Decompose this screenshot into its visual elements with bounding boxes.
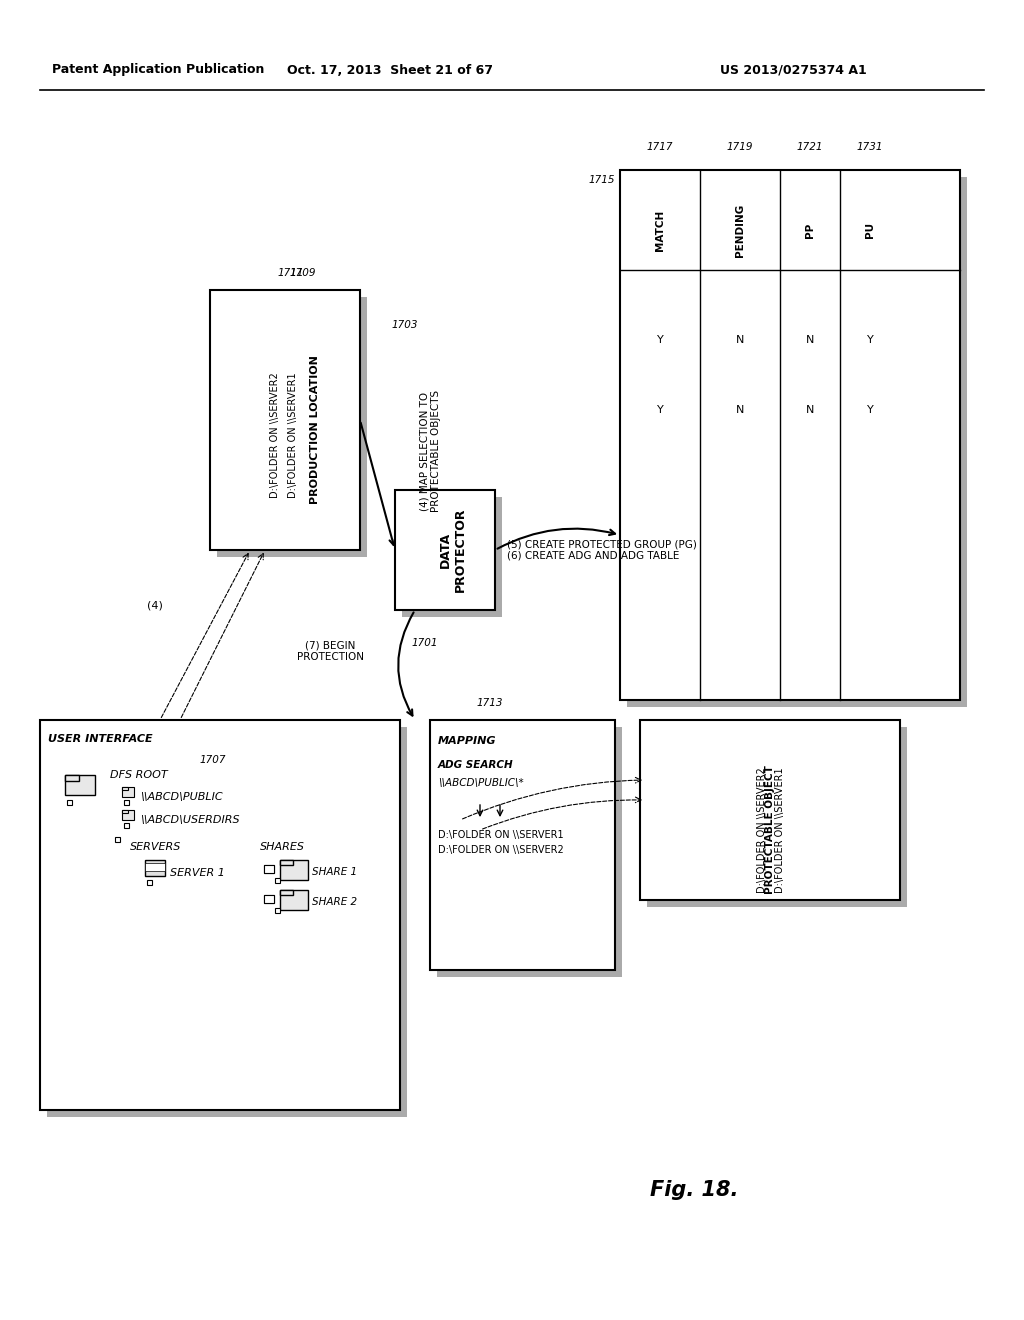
Text: (4): (4) [147, 601, 163, 610]
Bar [437, 727, 622, 977]
Text: 1713: 1713 [477, 698, 503, 708]
Text: D:\FOLDER ON \\SERVER2: D:\FOLDER ON \\SERVER2 [438, 845, 564, 855]
Bar [40, 719, 400, 1110]
Text: 1717: 1717 [647, 143, 673, 152]
Bar [47, 727, 407, 1117]
Bar [395, 490, 495, 610]
Bar [280, 861, 293, 865]
Bar [280, 890, 293, 895]
Text: US 2013/0275374 A1: US 2013/0275374 A1 [720, 63, 866, 77]
Text: Y: Y [656, 335, 664, 345]
Text: \\ABCD\USERDIRS: \\ABCD\USERDIRS [140, 814, 240, 825]
Text: 1715: 1715 [589, 176, 615, 185]
Text: PU: PU [865, 222, 874, 238]
Text: (4) MAP SELECTION TO
PROTECTABLE OBJECTS: (4) MAP SELECTION TO PROTECTABLE OBJECTS [419, 389, 440, 512]
Text: N: N [736, 335, 744, 345]
Text: MAPPING: MAPPING [438, 737, 497, 746]
Bar [430, 719, 615, 970]
Text: DATA
PROTECTOR: DATA PROTECTOR [439, 508, 467, 593]
Text: (7) BEGIN
PROTECTION: (7) BEGIN PROTECTION [297, 640, 364, 661]
Text: \\ABCD\PUBLIC: \\ABCD\PUBLIC [140, 792, 222, 803]
Text: Oct. 17, 2013  Sheet 21 of 67: Oct. 17, 2013 Sheet 21 of 67 [287, 63, 493, 77]
Text: SERVER 1: SERVER 1 [170, 869, 225, 878]
Bar [122, 810, 128, 813]
Bar [264, 865, 274, 873]
Bar [65, 775, 95, 795]
Text: Patent Application Publication: Patent Application Publication [52, 63, 264, 77]
Text: \\ABCD\PUBLIC\*: \\ABCD\PUBLIC\* [438, 777, 523, 788]
Bar [145, 863, 165, 871]
Text: 1707: 1707 [200, 755, 226, 766]
Bar [620, 170, 961, 700]
Text: 1703: 1703 [392, 319, 418, 330]
Bar [210, 290, 360, 550]
Bar [124, 822, 129, 828]
Text: Y: Y [866, 335, 873, 345]
Bar [402, 498, 502, 616]
Text: 1701: 1701 [412, 638, 438, 648]
Bar [122, 810, 134, 820]
Bar [145, 861, 165, 876]
Bar [147, 880, 152, 884]
Text: SHARES: SHARES [260, 842, 305, 851]
Bar [122, 787, 128, 789]
Text: N: N [806, 405, 814, 414]
Bar [280, 890, 308, 909]
Bar [280, 861, 308, 880]
Text: DFS ROOT: DFS ROOT [110, 770, 168, 780]
Bar [264, 895, 274, 903]
Bar [115, 837, 120, 842]
Text: SHARE 1: SHARE 1 [312, 867, 357, 876]
Text: ADG SEARCH: ADG SEARCH [438, 760, 514, 770]
Text: 1721: 1721 [797, 143, 823, 152]
Bar [217, 297, 367, 557]
Text: N: N [736, 405, 744, 414]
Text: D:\FOLDER ON \\SERVER1: D:\FOLDER ON \\SERVER1 [775, 767, 785, 892]
Text: 1711: 1711 [278, 268, 304, 279]
Text: Y: Y [656, 405, 664, 414]
Text: (5) CREATE PROTECTED GROUP (PG)
(6) CREATE ADG AND ADG TABLE: (5) CREATE PROTECTED GROUP (PG) (6) CREA… [507, 539, 697, 561]
Bar [122, 787, 134, 797]
Text: Fig. 18.: Fig. 18. [650, 1180, 738, 1200]
Text: D:\FOLDER ON \\SERVER1: D:\FOLDER ON \\SERVER1 [288, 372, 298, 498]
Text: D:\FOLDER ON \\SERVER1: D:\FOLDER ON \\SERVER1 [438, 830, 563, 840]
Text: SHARE 2: SHARE 2 [312, 898, 357, 907]
Text: USER INTERFACE: USER INTERFACE [48, 734, 153, 744]
Text: 1709: 1709 [290, 268, 316, 279]
Bar [627, 177, 967, 708]
Bar [65, 775, 79, 781]
Text: PRODUCTION LOCATION: PRODUCTION LOCATION [310, 355, 319, 504]
Bar [67, 800, 72, 805]
Bar [264, 895, 274, 903]
Bar [647, 727, 907, 907]
Bar [275, 908, 280, 913]
Text: D:\FOLDER ON \\SERVER2: D:\FOLDER ON \\SERVER2 [757, 767, 767, 892]
Text: N: N [806, 335, 814, 345]
Bar [275, 878, 280, 883]
Bar [124, 800, 129, 805]
Text: 1731: 1731 [857, 143, 884, 152]
Text: D:\FOLDER ON \\SERVER2: D:\FOLDER ON \\SERVER2 [270, 372, 280, 498]
Bar [640, 719, 900, 900]
Bar [264, 865, 274, 873]
Text: SERVERS: SERVERS [130, 842, 181, 851]
Text: Y: Y [866, 405, 873, 414]
Text: PP: PP [805, 222, 815, 238]
Text: MATCH: MATCH [655, 210, 665, 251]
Text: 1719: 1719 [727, 143, 754, 152]
Text: PROTECTABLE OBJECT: PROTECTABLE OBJECT [765, 766, 775, 895]
Text: PENDING: PENDING [735, 203, 745, 256]
